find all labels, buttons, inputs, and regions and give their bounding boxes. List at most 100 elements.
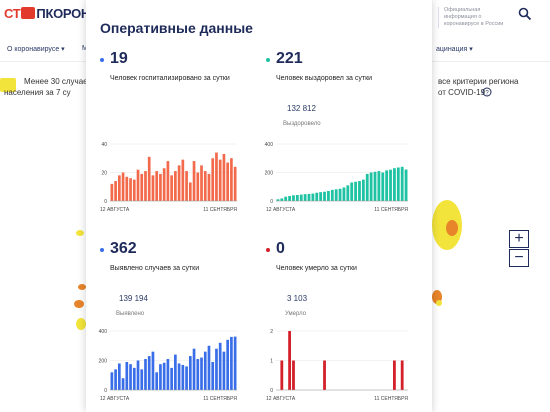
bar[interactable] <box>121 172 125 202</box>
bar[interactable] <box>211 361 215 390</box>
bar[interactable] <box>110 183 114 201</box>
bar[interactable] <box>110 372 114 390</box>
bar[interactable] <box>125 176 129 201</box>
bar[interactable] <box>174 171 177 201</box>
bar[interactable] <box>147 356 151 390</box>
bar[interactable] <box>159 173 162 201</box>
bar[interactable] <box>114 369 117 390</box>
bar[interactable] <box>162 362 166 390</box>
bar[interactable] <box>192 348 196 390</box>
bar[interactable] <box>151 175 155 201</box>
bar[interactable] <box>233 336 237 390</box>
bar[interactable] <box>393 168 396 201</box>
bar[interactable] <box>177 363 181 390</box>
bar[interactable] <box>292 195 295 201</box>
bar[interactable] <box>207 345 211 390</box>
bar[interactable] <box>323 360 326 391</box>
bar[interactable] <box>132 367 136 390</box>
bar[interactable] <box>196 172 200 202</box>
zoom-out-button[interactable]: − <box>509 249 529 267</box>
bar[interactable] <box>155 372 159 390</box>
bar[interactable] <box>129 178 132 201</box>
bar[interactable] <box>129 364 132 390</box>
bar[interactable] <box>177 165 181 201</box>
bar[interactable] <box>311 193 315 201</box>
bar[interactable] <box>292 360 295 391</box>
bar[interactable] <box>400 166 404 201</box>
bar[interactable] <box>385 170 389 201</box>
bar[interactable] <box>373 171 377 201</box>
bar[interactable] <box>200 357 203 390</box>
bar[interactable] <box>155 171 159 201</box>
bar[interactable] <box>365 173 369 201</box>
bar[interactable] <box>170 367 173 390</box>
bar[interactable] <box>284 196 288 201</box>
bar[interactable] <box>140 173 144 201</box>
bar[interactable] <box>330 189 334 201</box>
bar[interactable] <box>393 360 396 391</box>
bar[interactable] <box>369 172 373 202</box>
bar[interactable] <box>215 348 218 390</box>
map-region[interactable] <box>78 284 86 290</box>
bar[interactable] <box>361 179 365 201</box>
bar[interactable] <box>218 342 222 390</box>
bar[interactable] <box>303 194 307 201</box>
bar[interactable] <box>400 360 404 391</box>
bar[interactable] <box>327 191 330 201</box>
bar[interactable] <box>114 181 117 201</box>
bar[interactable] <box>166 161 170 201</box>
bar[interactable] <box>226 162 230 201</box>
bar[interactable] <box>132 179 136 201</box>
help-icon[interactable]: ? <box>482 87 492 97</box>
bar[interactable] <box>381 172 385 202</box>
map-region[interactable] <box>446 220 458 236</box>
map-region[interactable] <box>436 300 442 306</box>
bar[interactable] <box>181 364 185 390</box>
bar[interactable] <box>117 175 121 201</box>
zoom-in-button[interactable]: + <box>509 230 529 248</box>
bar[interactable] <box>174 354 177 390</box>
bar[interactable] <box>117 363 121 390</box>
bar[interactable] <box>159 364 162 390</box>
bar[interactable] <box>307 193 311 201</box>
bar[interactable] <box>170 175 173 201</box>
bar[interactable] <box>144 359 147 390</box>
bar[interactable] <box>280 360 284 391</box>
bar[interactable] <box>188 182 192 201</box>
bar[interactable] <box>389 169 392 201</box>
bar[interactable] <box>288 331 291 390</box>
bar[interactable] <box>323 191 326 201</box>
bar[interactable] <box>280 198 284 201</box>
bar[interactable] <box>215 152 218 201</box>
bar[interactable] <box>222 351 226 390</box>
bar[interactable] <box>185 171 188 201</box>
bar[interactable] <box>200 165 203 201</box>
bar[interactable] <box>338 188 342 201</box>
bar[interactable] <box>192 161 196 201</box>
bar[interactable] <box>211 158 215 201</box>
bar[interactable] <box>350 182 354 201</box>
bar[interactable] <box>185 366 188 390</box>
bar[interactable] <box>319 192 323 201</box>
bar[interactable] <box>166 359 170 390</box>
bar[interactable] <box>181 159 185 201</box>
bar[interactable] <box>276 199 280 201</box>
bar[interactable] <box>404 169 408 201</box>
bar[interactable] <box>358 181 361 201</box>
map-region[interactable] <box>76 318 86 330</box>
bar[interactable] <box>162 168 166 201</box>
bar[interactable] <box>377 171 381 201</box>
bar[interactable] <box>121 378 125 390</box>
map-region[interactable] <box>76 230 84 236</box>
bar[interactable] <box>144 171 147 201</box>
search-icon[interactable] <box>518 7 532 21</box>
bar[interactable] <box>354 181 357 201</box>
bar[interactable] <box>334 189 338 201</box>
bar[interactable] <box>136 360 140 391</box>
map-region[interactable] <box>432 290 442 304</box>
nav-about-coronavirus[interactable]: О коронавирусе ▾ <box>7 46 65 53</box>
bar[interactable] <box>396 167 400 201</box>
bar[interactable] <box>196 359 200 390</box>
bar[interactable] <box>233 166 237 201</box>
bar[interactable] <box>188 356 192 390</box>
